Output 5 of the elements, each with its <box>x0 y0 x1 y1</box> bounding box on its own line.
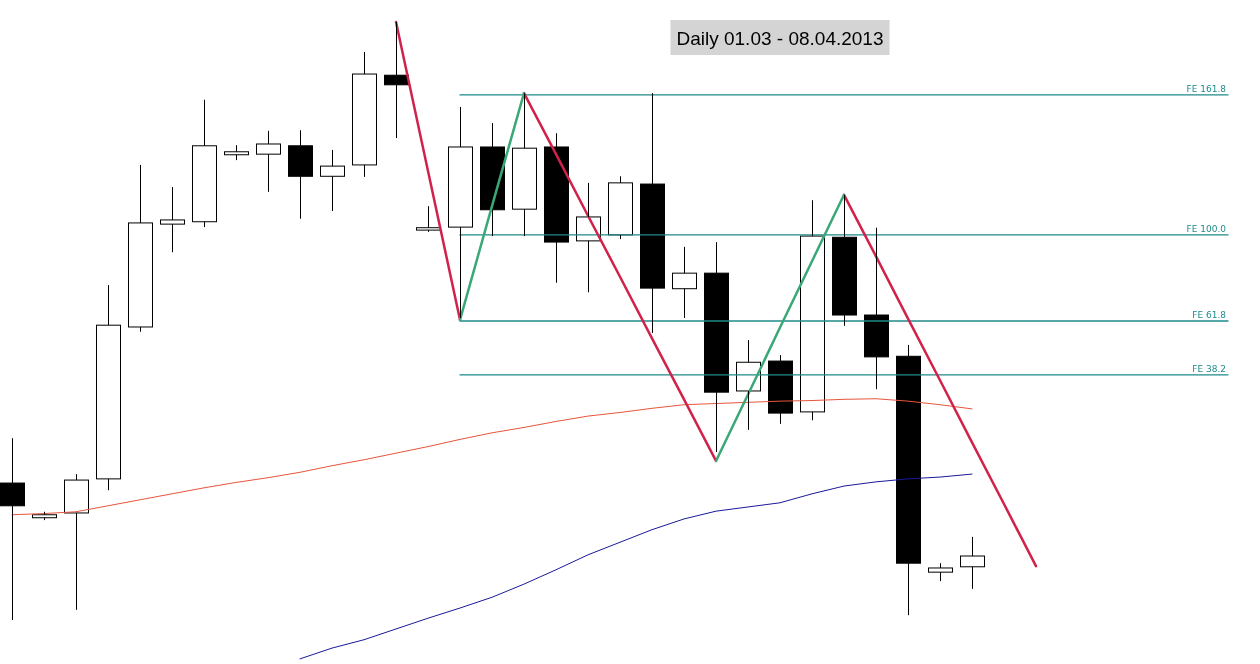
series-label: FE 161.8 <box>1186 83 1227 94</box>
series-label: FE 38.2 <box>1192 363 1226 374</box>
chart-title: Daily 01.03 - 08.04.2013 <box>676 28 884 49</box>
series-label: FE 100.0 <box>1186 223 1227 234</box>
series-label: FE 61.8 <box>1192 310 1227 320</box>
